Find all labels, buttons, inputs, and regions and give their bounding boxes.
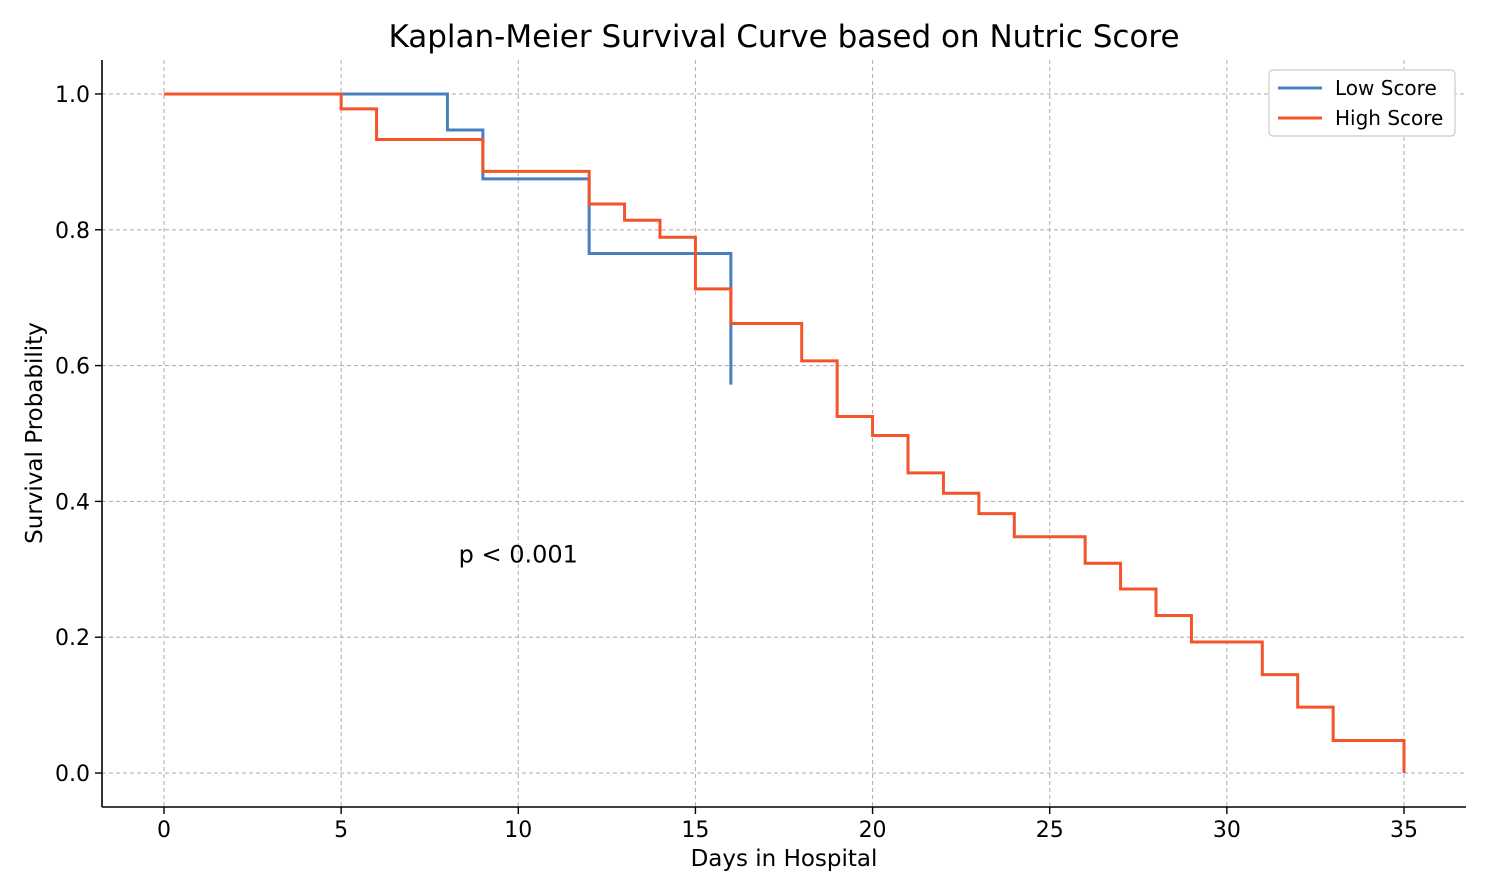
- y-tick-label: 0.4: [55, 490, 90, 515]
- chart-title: Kaplan-Meier Survival Curve based on Nut…: [388, 19, 1179, 55]
- y-tick-label: 1.0: [55, 83, 90, 108]
- series-group: [164, 92, 1406, 774]
- y-tick-label: 0.0: [55, 762, 90, 787]
- y-tick-label: 0.2: [55, 626, 90, 651]
- legend: Low Score High Score: [1268, 69, 1456, 137]
- p-value-annotation: p < 0.001: [459, 541, 578, 569]
- x-axis-title: Days in Hospital: [691, 846, 878, 872]
- x-tick-label: 35: [1390, 818, 1418, 843]
- series-line-high-score: [164, 92, 1406, 774]
- x-tick-label: 5: [334, 818, 348, 843]
- x-tick-label: 20: [859, 818, 887, 843]
- legend-label: High Score: [1335, 106, 1443, 130]
- x-tick-label: 25: [1036, 818, 1064, 843]
- series-line-low-score: [164, 92, 733, 385]
- x-tick-label: 30: [1213, 818, 1241, 843]
- y-axis-title: Survival Probability: [22, 322, 48, 544]
- ticks: 0 5 10 15 20 25 30 35 0.0 0.2 0.4 0.6 0.8 1.0: [55, 83, 1418, 843]
- x-tick-label: 10: [504, 818, 532, 843]
- y-tick-label: 0.6: [55, 355, 90, 380]
- x-tick-label: 0: [157, 818, 171, 843]
- axes: [101, 60, 1466, 808]
- y-tick-label: 0.8: [55, 219, 90, 244]
- legend-label: Low Score: [1335, 76, 1437, 100]
- x-tick-label: 15: [681, 818, 709, 843]
- grid: [102, 60, 1466, 807]
